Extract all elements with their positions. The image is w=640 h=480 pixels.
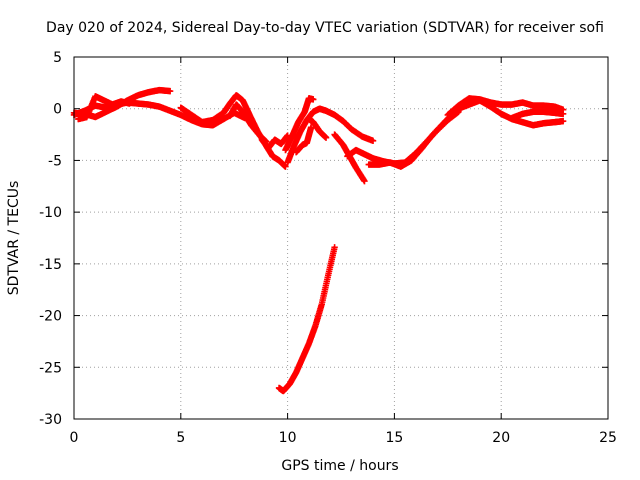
y-tick-label: 0 [53, 102, 62, 118]
series-arc-17 [275, 244, 338, 395]
data-point [322, 134, 330, 141]
y-tick-label: -20 [39, 309, 62, 325]
data-point [307, 124, 315, 131]
y-tick-label: -10 [39, 205, 62, 221]
data-point [282, 163, 289, 170]
data-point [166, 87, 174, 95]
data-point [310, 96, 317, 103]
x-tick-label: 10 [279, 430, 297, 446]
data-point [361, 177, 368, 185]
chart-title: Day 020 of 2024, Sidereal Day-to-day VTE… [46, 20, 604, 36]
data-markers [70, 86, 567, 395]
y-tick-label: -15 [39, 257, 62, 273]
x-tick-label: 20 [492, 430, 510, 446]
series-arc-7 [282, 95, 317, 154]
data-point [369, 137, 377, 144]
data-point [126, 100, 133, 107]
series-arc-16 [508, 108, 567, 122]
data-point [331, 244, 338, 251]
x-tick-label: 0 [70, 430, 79, 446]
x-tick-label: 15 [385, 430, 403, 446]
y-axis-label: SDTVAR / TECUs [6, 181, 22, 296]
data-point [559, 117, 567, 125]
y-tick-label: -25 [39, 360, 62, 376]
y-tick-label: 5 [53, 50, 62, 66]
y-tick-label: -5 [48, 153, 62, 169]
x-tick-label: 5 [176, 430, 185, 446]
series-arc-11 [331, 131, 368, 185]
series-arc-9 [292, 124, 315, 156]
series-arc-10 [305, 115, 330, 141]
series-arc-4 [177, 92, 289, 170]
axis-ticks: 0 5 10 15 20 25 5 0 -5 -10 -15 -20 -25 -30 [39, 50, 617, 446]
data-point [559, 110, 567, 118]
y-tick-label: -30 [39, 412, 62, 428]
x-axis-label: GPS time / hours [281, 458, 398, 474]
series-arc-8 [284, 105, 377, 166]
series-arc-3 [75, 93, 133, 123]
plot-frame [73, 56, 609, 420]
series-arc-6 [258, 132, 291, 152]
x-tick-label: 25 [599, 430, 617, 446]
